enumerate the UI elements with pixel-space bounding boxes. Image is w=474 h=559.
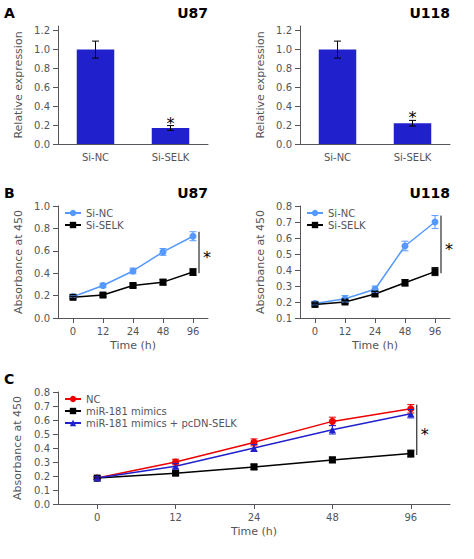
svg-text:U87: U87 [177, 5, 208, 21]
svg-text:0.2: 0.2 [34, 290, 50, 301]
svg-text:*: * [421, 425, 429, 444]
svg-text:1.0: 1.0 [34, 44, 50, 55]
svg-text:1.2: 1.2 [34, 25, 50, 36]
svg-text:0.5: 0.5 [276, 249, 292, 260]
svg-text:Time (h): Time (h) [109, 339, 156, 352]
svg-text:0.8: 0.8 [276, 201, 292, 212]
svg-text:0.4: 0.4 [34, 101, 50, 112]
svg-text:U87: U87 [177, 185, 208, 201]
svg-text:0: 0 [94, 512, 100, 523]
svg-text:*: * [203, 248, 211, 267]
svg-text:1.0: 1.0 [276, 44, 292, 55]
svg-text:0.7: 0.7 [276, 217, 292, 228]
svg-text:Si-NC: Si-NC [324, 152, 351, 163]
svg-text:0.2: 0.2 [34, 120, 50, 131]
svg-text:0.4: 0.4 [34, 443, 50, 454]
svg-text:A: A [4, 5, 15, 21]
svg-text:24: 24 [127, 326, 140, 337]
svg-text:Si-SELK: Si-SELK [394, 152, 432, 163]
svg-text:Si-NC: Si-NC [328, 208, 355, 219]
svg-text:NC: NC [86, 394, 100, 405]
svg-text:*: * [409, 108, 417, 127]
svg-text:12: 12 [169, 512, 182, 523]
svg-text:0: 0 [70, 326, 76, 337]
svg-text:Relative expression: Relative expression [12, 31, 25, 138]
svg-text:0.5: 0.5 [34, 429, 50, 440]
svg-text:0.2: 0.2 [276, 120, 292, 131]
svg-text:0.0: 0.0 [34, 313, 50, 324]
svg-text:24: 24 [248, 512, 261, 523]
svg-text:1.2: 1.2 [276, 25, 292, 36]
svg-text:miR-181 mimics + pcDN-SELK: miR-181 mimics + pcDN-SELK [86, 418, 237, 429]
svg-text:Absorbance at 450: Absorbance at 450 [12, 210, 25, 314]
svg-text:0.8: 0.8 [34, 387, 50, 398]
svg-text:96: 96 [187, 326, 200, 337]
svg-text:0.6: 0.6 [34, 82, 50, 93]
svg-text:0.0: 0.0 [34, 139, 50, 150]
svg-text:Si-SELK: Si-SELK [86, 220, 124, 231]
svg-text:B: B [4, 185, 15, 201]
svg-text:48: 48 [326, 512, 339, 523]
svg-text:*: * [167, 114, 175, 133]
svg-text:0.4: 0.4 [276, 101, 292, 112]
svg-text:Si-NC: Si-NC [82, 152, 109, 163]
svg-text:*: * [445, 240, 453, 259]
svg-text:48: 48 [399, 326, 412, 337]
svg-text:Si-SELK: Si-SELK [152, 152, 190, 163]
svg-text:0.6: 0.6 [276, 233, 292, 244]
svg-text:1.0: 1.0 [34, 201, 50, 212]
svg-text:miR-181 mimics: miR-181 mimics [86, 406, 167, 417]
svg-text:12: 12 [97, 326, 110, 337]
svg-text:Relative expression: Relative expression [254, 31, 267, 138]
svg-text:0.1: 0.1 [276, 313, 292, 324]
svg-text:96: 96 [429, 326, 442, 337]
svg-text:0.3: 0.3 [34, 457, 50, 468]
svg-text:0: 0 [312, 326, 318, 337]
svg-text:0.4: 0.4 [34, 268, 50, 279]
svg-text:0.6: 0.6 [276, 82, 292, 93]
svg-text:96: 96 [404, 512, 417, 523]
svg-text:0.1: 0.1 [34, 485, 50, 496]
svg-text:Si-SELK: Si-SELK [328, 220, 366, 231]
svg-text:0.8: 0.8 [34, 63, 50, 74]
svg-text:U118: U118 [409, 185, 450, 201]
svg-text:U118: U118 [409, 5, 450, 21]
svg-text:48: 48 [157, 326, 170, 337]
svg-text:0.2: 0.2 [34, 471, 50, 482]
svg-text:0.6: 0.6 [34, 245, 50, 256]
svg-text:Time (h): Time (h) [230, 525, 277, 538]
svg-text:0.7: 0.7 [34, 401, 50, 412]
svg-text:0.2: 0.2 [276, 297, 292, 308]
svg-text:0.6: 0.6 [34, 415, 50, 426]
svg-text:0.4: 0.4 [276, 265, 292, 276]
svg-text:0.8: 0.8 [34, 223, 50, 234]
svg-text:Absorbance at 450: Absorbance at 450 [254, 210, 267, 314]
svg-text:Time (h): Time (h) [351, 339, 398, 352]
svg-text:12: 12 [339, 326, 352, 337]
svg-text:Si-NC: Si-NC [86, 208, 113, 219]
svg-text:0.8: 0.8 [276, 63, 292, 74]
svg-text:0.3: 0.3 [276, 281, 292, 292]
svg-text:C: C [4, 371, 14, 387]
svg-text:0.0: 0.0 [34, 499, 50, 510]
svg-text:Absorbance at 450: Absorbance at 450 [11, 396, 24, 500]
svg-text:24: 24 [369, 326, 382, 337]
svg-text:0.0: 0.0 [276, 139, 292, 150]
